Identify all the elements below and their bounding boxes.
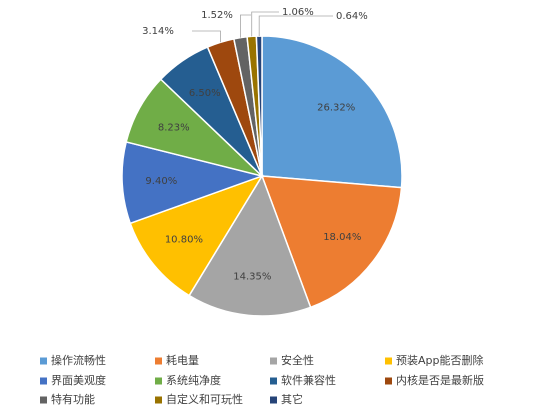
leader-line (251, 11, 279, 37)
pie-slice (255, 35, 263, 177)
data-label: 1.52% (201, 10, 233, 21)
data-label: 8.23% (158, 122, 190, 133)
data-label: 9.40% (145, 176, 177, 187)
pie-slice (121, 141, 265, 225)
data-label: 10.80% (165, 235, 203, 246)
legend-swatch (270, 357, 277, 365)
data-label: 14.35% (233, 271, 271, 282)
legend-swatch (155, 396, 162, 404)
data-label: 6.50% (189, 88, 221, 99)
legend-swatch (385, 377, 392, 385)
data-label: 1.06% (282, 7, 314, 18)
legend-swatch (270, 377, 277, 385)
legend-label: 内核是否是最新版 (396, 373, 484, 387)
legend-swatch (40, 357, 47, 365)
data-label: 0.64% (336, 11, 368, 22)
legend-label: 操作流畅性 (51, 353, 106, 367)
legend-label: 特有功能 (51, 392, 95, 406)
legend-swatch (385, 357, 392, 365)
legend-swatch (155, 377, 162, 385)
legend-label: 其它 (281, 392, 303, 406)
legend-label: 安全性 (281, 353, 314, 367)
legend-swatch (40, 396, 47, 404)
legend-label: 界面美观度 (51, 373, 106, 387)
data-label: 3.14% (142, 26, 174, 37)
leader-line (258, 15, 333, 37)
pie-slice (261, 35, 403, 189)
legend-label: 系统纯净度 (166, 373, 221, 387)
pie-slice (129, 174, 264, 297)
legend-label: 自定义和可玩性 (166, 392, 243, 406)
legend-swatch (270, 396, 277, 404)
legend-swatch (155, 357, 162, 365)
data-label: 18.04% (323, 232, 361, 243)
legend-label: 软件兼容性 (281, 373, 336, 387)
leader-line (192, 30, 221, 43)
legend-swatch (40, 377, 47, 385)
leader-line (240, 14, 251, 38)
legend-label: 耗电量 (166, 354, 199, 367)
pie-slice (188, 174, 312, 317)
pie-slice (260, 175, 403, 309)
data-label: 26.32% (317, 103, 355, 114)
legend-label: 预装App能否删除 (396, 353, 484, 367)
